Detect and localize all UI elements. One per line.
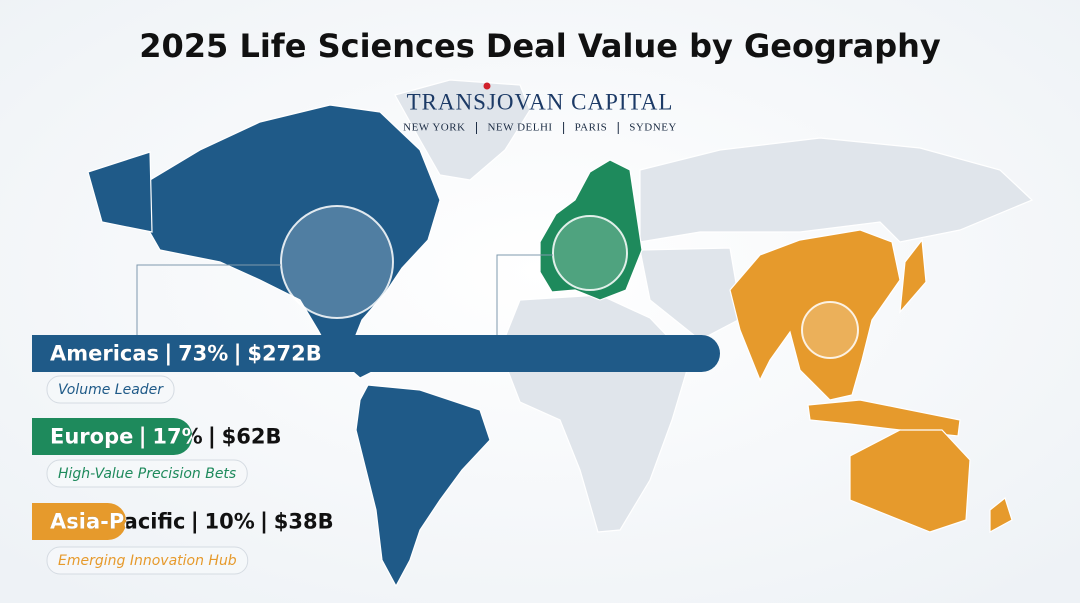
chart-title: 2025 Life Sciences Deal Value by Geograp… [139,27,941,65]
bar-label: $272B [247,342,321,366]
bar-label-dark: Europe 17% $62B [50,425,281,449]
label-separator [141,426,144,449]
bar-label: $62B [222,425,282,449]
bar-label: Americas [50,342,159,366]
office-name: PARIS [575,122,608,134]
bar-label-dark: Americas 73% $272B [50,342,322,366]
bar [32,503,127,540]
brand-name: TRANSJOVAN CAPITAL [407,89,674,114]
office-name: SYDNEY [629,122,677,134]
label-separator [193,511,196,534]
bar-label: Asia-Pacific [50,510,186,534]
office-list: NEW YORK NEW DELHI PARIS SYDNEY [403,122,677,134]
bar-label: $38B [274,510,334,534]
note-pill [46,375,175,404]
note-text: High-Value Precision Bets [58,466,236,482]
bar-label: Americas [50,342,159,366]
label-separator [262,511,266,534]
note-pill [46,546,249,575]
bar-label: Europe [50,425,133,449]
note-text: Emerging Innovation Hub [58,553,237,569]
brand-dot [483,82,491,90]
bar-label: 17% [152,425,202,449]
office-name: NEW DELHI [487,122,552,134]
world-map [87,79,1034,588]
office-name: NEW YORK [403,122,465,134]
russia [639,137,1034,243]
asia-highlight [801,301,859,359]
bar-label: 73% [178,342,228,366]
bar-label: $272B [247,342,321,366]
new-zealand [989,496,1013,534]
south-america [355,384,491,588]
middle-east [639,247,743,341]
japan [899,238,927,314]
bar-label: 73% [178,342,228,366]
note-text: Volume Leader [58,382,164,398]
label-separator [236,343,239,366]
bar-label-dark: Asia-Pacific 10% $38B [50,510,334,534]
bar [32,335,720,372]
europe [539,159,643,301]
indonesia [807,399,961,437]
asia [729,229,901,401]
americas-connector [136,264,281,335]
alaska [87,151,153,233]
bar-label: Asia-Pacific [50,510,186,534]
note-pill [46,459,248,488]
label-separator [210,426,214,449]
asia-pacific-region [729,229,1013,534]
europe-highlight [552,215,628,291]
label-separator [167,343,170,366]
bar-label: 10% [205,510,255,534]
bar-label: Europe [50,425,133,449]
connectors [136,254,553,335]
bar-label-light: Americas 73% $272B [50,342,322,366]
bar [32,418,193,455]
highlights [280,205,859,359]
bar-label: 17% [152,425,202,449]
greenland [394,79,531,181]
americas-highlight [280,205,394,319]
australia [849,429,971,533]
europe-connector [496,254,553,335]
